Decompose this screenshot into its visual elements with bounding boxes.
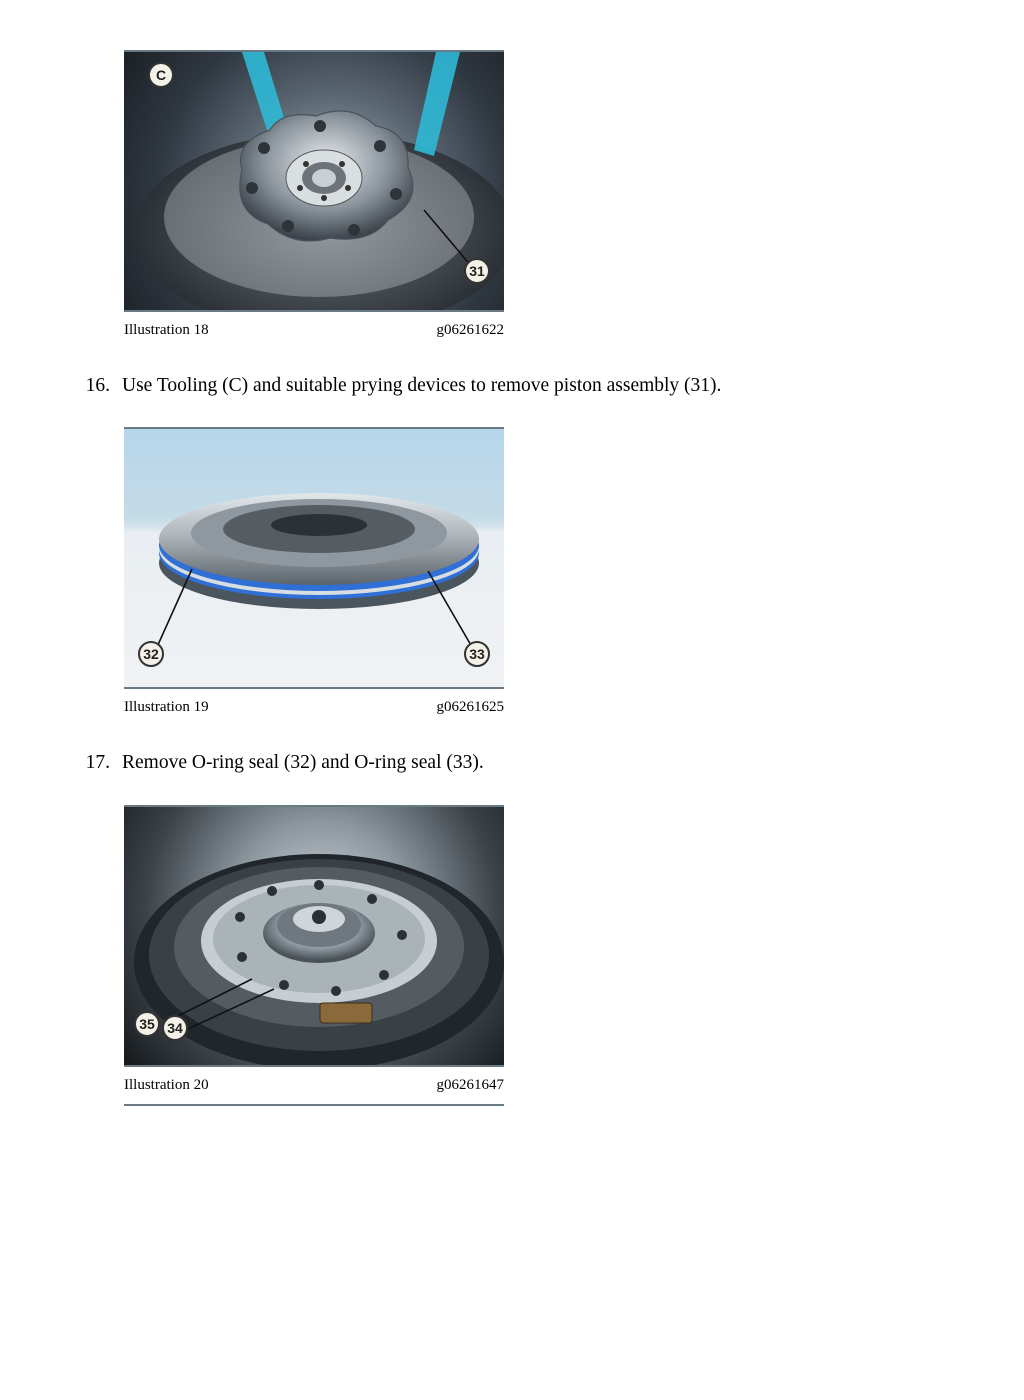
figure-20-caption: Illustration 20 g06261647 <box>124 1065 504 1106</box>
illustration-label: Illustration 19 <box>124 699 209 716</box>
illustration-label: Illustration 20 <box>124 1077 209 1094</box>
figure-18-image: C 31 <box>124 50 504 310</box>
step-17-number: 17. <box>70 750 122 776</box>
step-16: 16. Use Tooling (C) and suitable prying … <box>70 373 934 399</box>
callout-34: 34 <box>162 1015 188 1041</box>
figure-19-block: 32 33 Illustration 19 g06261625 <box>124 427 934 726</box>
figure-18-caption: Illustration 18 g06261622 <box>124 310 504 349</box>
figure-20-block: 35 34 Illustration 20 g06261647 <box>124 805 934 1106</box>
figure-18-block: C 31 Illustration 18 g06261622 <box>124 50 934 349</box>
step-17: 17. Remove O-ring seal (32) and O-ring s… <box>70 750 934 776</box>
callout-c: C <box>148 62 174 88</box>
figure-19-caption: Illustration 19 g06261625 <box>124 687 504 726</box>
illustration-label: Illustration 18 <box>124 322 209 339</box>
figure-20-image: 35 34 <box>124 805 504 1065</box>
illustration-id: g06261622 <box>437 322 505 339</box>
step-17-text: Remove O-ring seal (32) and O-ring seal … <box>122 750 934 776</box>
figure-19-image: 32 33 <box>124 427 504 687</box>
callout-31: 31 <box>464 258 490 284</box>
step-16-text: Use Tooling (C) and suitable prying devi… <box>122 373 934 399</box>
illustration-id: g06261647 <box>437 1077 505 1094</box>
illustration-id: g06261625 <box>437 699 505 716</box>
figure-18-illustration <box>124 52 504 310</box>
figure-19-illustration <box>124 429 504 687</box>
callout-35: 35 <box>134 1011 160 1037</box>
step-16-number: 16. <box>70 373 122 399</box>
